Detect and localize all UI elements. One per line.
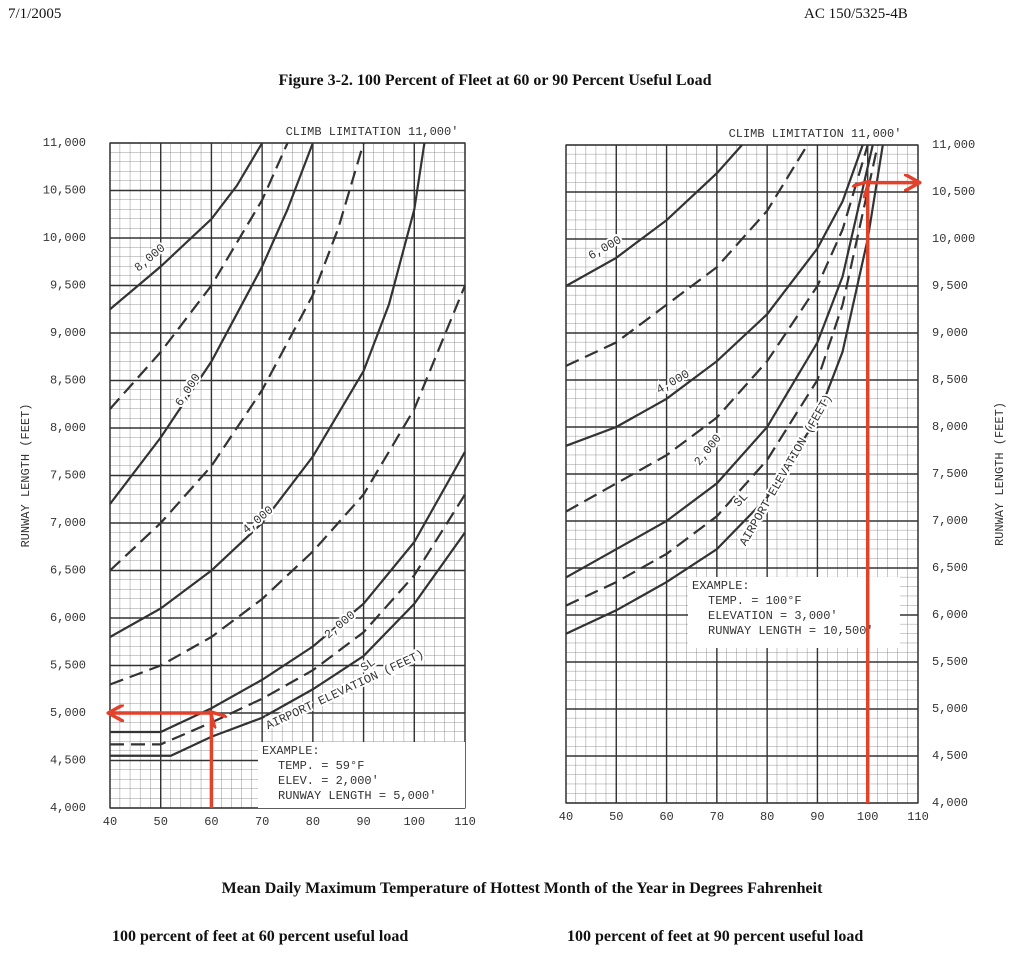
y-tick-label: 6,500 [932,561,968,575]
y-tick-label: 5,000 [50,706,86,720]
y-tick-label: 7,500 [50,469,86,483]
curve [109,142,289,410]
curve [565,144,869,513]
y-tick-label: 7,500 [932,467,968,481]
y-tick-label: 5,500 [50,659,86,673]
example-text: RUNWAY LENGTH = 10,500' [708,624,874,638]
example-box [688,577,900,648]
example-text: ELEV. = 2,000' [278,774,379,788]
curve [109,142,314,505]
example-box [258,742,465,808]
x-tick-label: 40 [103,815,117,829]
x-caption: Mean Daily Maximum Temperature of Hottes… [221,880,823,897]
y-tick-label: 10,000 [43,231,86,245]
curve [565,144,743,287]
x-tick-label: 70 [255,815,269,829]
x-tick-label: 80 [760,810,774,824]
y-tick-label: 10,000 [932,232,975,246]
y-tick-label: 4,000 [932,796,968,810]
y-tick-label: 7,000 [50,516,86,530]
annotation: CLIMB LIMITATION 11,000' [729,127,902,141]
sub-caption: 100 percent of feet at 90 percent useful… [567,928,864,945]
y-tick-label: 8,000 [50,421,86,435]
y-tick-label: 5,500 [932,655,968,669]
y-tick-label: 6,000 [932,608,968,622]
curve [565,144,879,607]
y-tick-label: 6,500 [50,564,86,578]
curve [565,144,864,447]
x-tick-label: 60 [659,810,673,824]
y-tick-label: 8,500 [50,374,86,388]
y-tick-label: 4,500 [932,749,968,763]
curve [110,493,466,746]
y-tick-label: 7,000 [932,514,968,528]
y-tick-label: 9,500 [932,279,968,293]
example-arrow [110,713,211,808]
example-text: TEMP. = 100°F [708,594,802,608]
y-tick-label: 8,500 [932,373,968,387]
x-tick-label: 50 [609,810,623,824]
y-tick-label: 9,000 [932,326,968,340]
x-tick-label: 100 [403,815,425,829]
curve [565,144,809,367]
y-tick-label: 10,500 [932,185,975,199]
curve [110,531,466,757]
y-tick-label: 9,000 [50,326,86,340]
y-tick-label: 11,000 [43,136,86,150]
figure-title: Figure 3-2. 100 Percent of Fleet at 60 o… [278,72,712,89]
x-tick-label: 80 [306,815,320,829]
x-tick-label: 70 [710,810,724,824]
y-tick-label: 4,000 [50,801,86,815]
example-text: TEMP. = 59°F [278,759,364,773]
x-tick-label: 110 [907,810,929,824]
y-tick-label: 8,000 [932,420,968,434]
sub-caption: 100 percent of feet at 60 percent useful… [112,928,409,945]
curve [109,142,365,572]
example-text: RUNWAY LENGTH = 5,000' [278,789,436,803]
curve [565,144,884,635]
y-axis-label: RUNWAY LENGTH (FEET) [19,403,33,547]
example-text: ELEVATION = 3,000' [708,609,838,623]
y-tick-label: 11,000 [932,138,975,152]
x-tick-label: 100 [857,810,879,824]
x-tick-label: 40 [559,810,573,824]
x-tick-label: 60 [204,815,218,829]
y-axis-label: RUNWAY LENGTH (FEET) [993,402,1007,546]
x-tick-label: 90 [356,815,370,829]
y-tick-label: 6,000 [50,611,86,625]
y-tick-label: 5,000 [932,702,968,716]
x-tick-label: 110 [454,815,476,829]
x-tick-label: 90 [810,810,824,824]
y-tick-label: 4,500 [50,754,86,768]
x-tick-label: 50 [154,815,168,829]
annotation: CLIMB LIMITATION 11,000' [286,125,459,139]
example-arrow [868,183,918,803]
curve [109,142,264,311]
y-tick-label: 9,500 [50,279,86,293]
curve [565,144,874,579]
example-text: EXAMPLE: [262,744,320,758]
curve [109,142,426,638]
header-doc: AC 150/5325-4B [804,6,908,22]
header-date: 7/1/2005 [8,6,62,22]
y-tick-label: 10,500 [43,184,86,198]
example-text: EXAMPLE: [692,579,750,593]
curve [109,285,467,686]
